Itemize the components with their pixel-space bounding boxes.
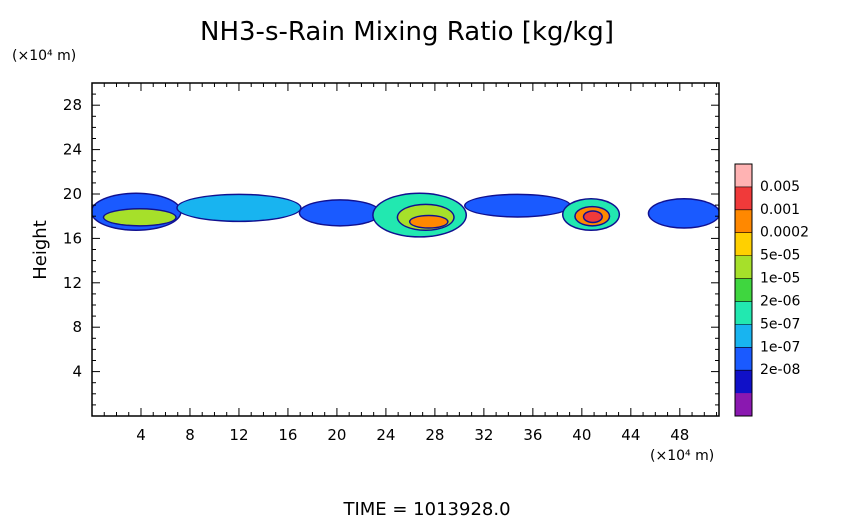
heatmap-cell: [584, 211, 602, 222]
colorbar-swatch: [735, 347, 752, 371]
x-tick-label: 32: [474, 426, 493, 444]
colorbar-label: 1e-07: [760, 339, 800, 355]
colorbar-swatch: [735, 370, 752, 394]
colorbar-swatch: [735, 232, 752, 257]
colorbar-label: 2e-06: [760, 293, 800, 309]
x-tick-label: 4: [136, 426, 146, 444]
y-tick-label: 24: [63, 141, 82, 159]
colorbar-swatch: [735, 209, 752, 234]
colorbar-swatch: [735, 186, 752, 211]
x-tick-label: 16: [278, 426, 297, 444]
colorbar-label: 0.005: [760, 179, 800, 195]
colorbar-label: 5e-05: [760, 248, 800, 264]
colorbar-label: 0.0002: [760, 225, 809, 241]
time-label: TIME = 1013928.0: [342, 499, 510, 519]
y-tick-label: 12: [63, 274, 82, 292]
x-tick-label: 28: [425, 426, 444, 444]
heatmap-cell: [300, 200, 380, 226]
y-tick-label: 28: [63, 96, 82, 114]
colorbar-label: 5e-07: [760, 316, 800, 332]
y-unit-label: (×10⁴ m): [12, 48, 76, 64]
y-axis-label: Height: [30, 220, 51, 280]
colorbar-swatch: [735, 301, 752, 325]
y-tick-label: 4: [72, 363, 82, 381]
heatmap-cell: [465, 195, 570, 217]
chart-title: NH3-s-Rain Mixing Ratio [kg/kg]: [200, 17, 614, 47]
y-tick-label: 16: [63, 229, 82, 247]
colorbar-swatch: [735, 324, 752, 348]
y-tick-label: 8: [72, 318, 82, 336]
heatmap-cell: [649, 199, 719, 228]
colorbar-label: 1e-05: [760, 271, 800, 287]
colorbar-swatch: [735, 164, 752, 188]
y-tick-label: 20: [63, 185, 82, 203]
heatmap-cell: [104, 209, 176, 226]
colorbar-swatch: [735, 255, 752, 280]
x-tick-label: 12: [229, 426, 248, 444]
x-tick-label: 44: [621, 426, 640, 444]
x-tick-label: 48: [670, 426, 689, 444]
colorbar-frame: [734, 163, 753, 417]
colorbar-label: 2e-08: [760, 362, 800, 378]
x-tick-label: 20: [327, 426, 346, 444]
colorbar-label: 0.001: [760, 202, 800, 218]
x-tick-label: 36: [523, 426, 542, 444]
colorbar-swatch: [735, 393, 752, 417]
heatmap-cell: [177, 195, 301, 221]
x-tick-label: 24: [376, 426, 395, 444]
colorbar-swatch: [735, 278, 752, 302]
x-tick-label: 8: [185, 426, 195, 444]
heatmap-cell: [410, 216, 448, 228]
x-unit-label: (×10⁴ m): [650, 448, 714, 464]
plot-area: [92, 83, 719, 416]
colorbar: 0.005 0.001 0.0002 5e-05 1e-05 2e-06 5e-07 1e-0…: [734, 163, 809, 417]
x-tick-label: 40: [572, 426, 591, 444]
heatmap-layer: [92, 192, 719, 238]
